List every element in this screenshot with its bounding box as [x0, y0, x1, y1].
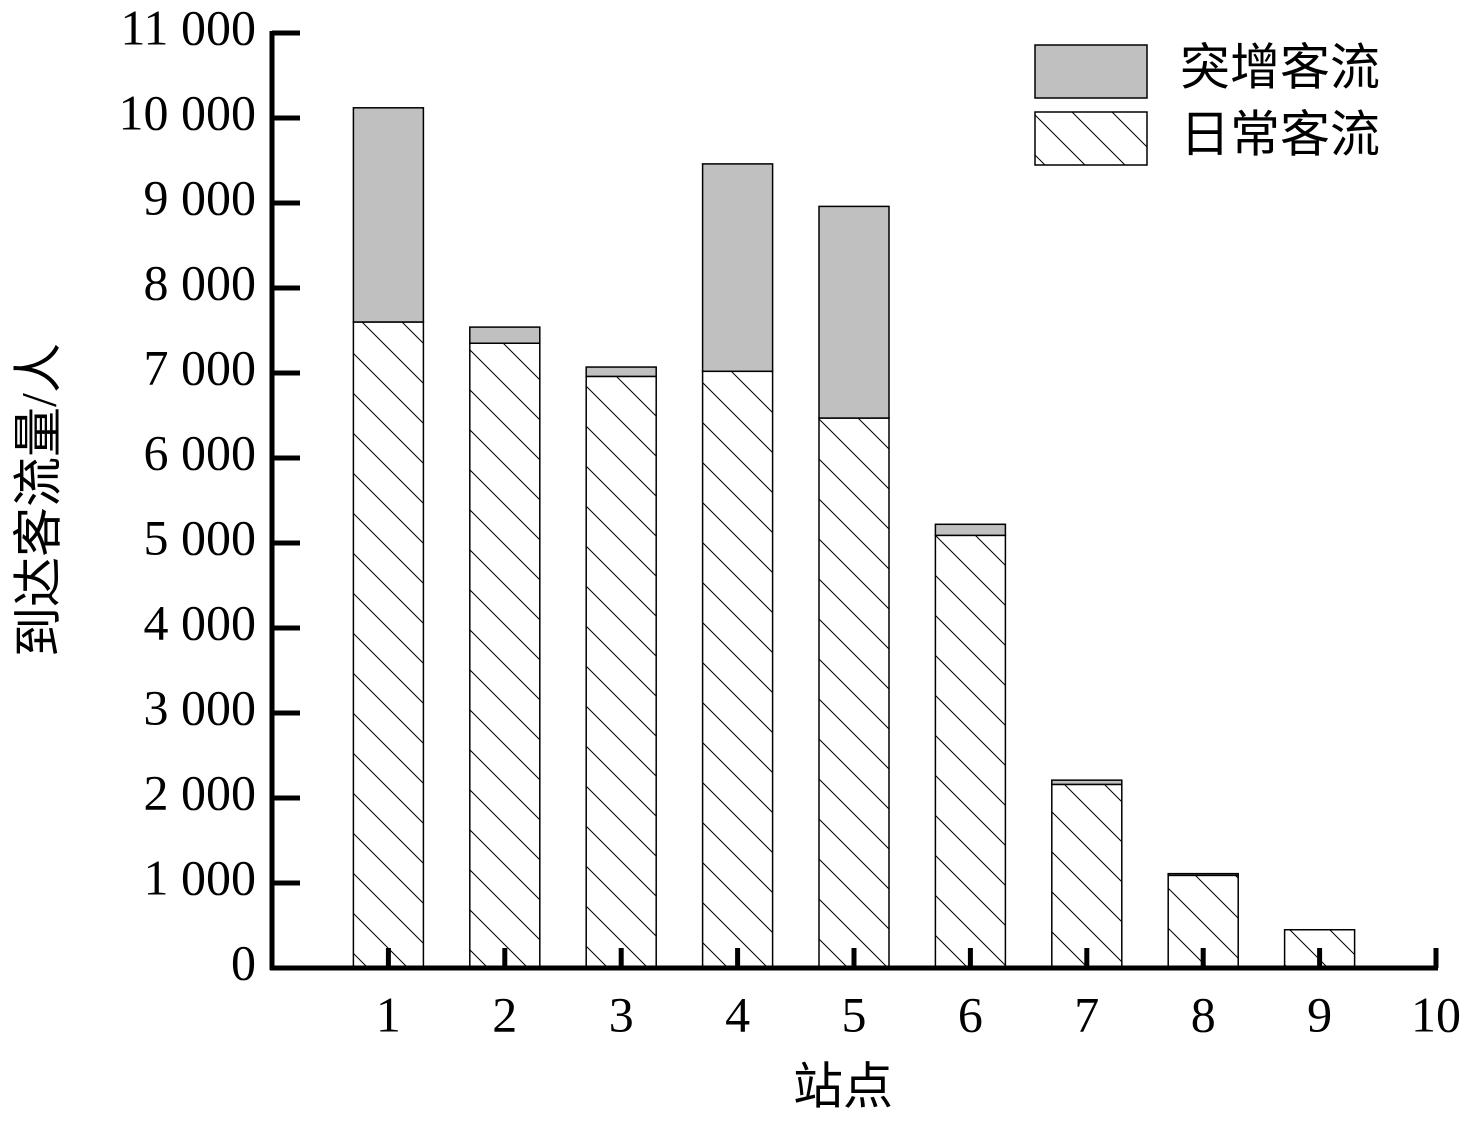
x-tick-label: 1	[376, 986, 401, 1042]
y-tick-label: 11 000	[120, 0, 256, 55]
y-tick-label: 0	[231, 934, 256, 990]
legend-label: 突增客流	[1180, 39, 1380, 95]
x-tick-label: 2	[492, 986, 517, 1042]
y-tick-label: 6 000	[144, 424, 257, 480]
bar-segment	[1051, 783, 1123, 969]
x-tick-label: 10	[1411, 986, 1461, 1042]
bar-segment	[585, 366, 657, 378]
legend-swatch	[1034, 111, 1148, 166]
bar-segment	[934, 523, 1007, 537]
x-tick-label: 5	[842, 986, 867, 1042]
x-tick-label: 7	[1074, 986, 1099, 1042]
bar-segment	[1167, 872, 1239, 877]
y-tick-label: 5 000	[144, 509, 257, 565]
bar-segment	[1051, 779, 1123, 786]
bar-segment	[352, 321, 425, 969]
legend-label: 日常客流	[1180, 106, 1380, 162]
x-tick-label: 9	[1307, 986, 1332, 1042]
x-axis-label: 站点	[793, 1058, 893, 1114]
y-tick-label: 1 000	[144, 849, 257, 905]
y-tick-label: 7 000	[144, 339, 257, 395]
legend-swatch	[1034, 44, 1148, 99]
x-tick-label: 3	[609, 986, 634, 1042]
y-tick-label: 9 000	[144, 169, 257, 225]
bar-segment	[469, 342, 541, 969]
bar-segment	[934, 534, 1007, 969]
x-tick-label: 8	[1191, 986, 1216, 1042]
y-tick-label: 2 000	[144, 764, 257, 820]
bar-segment	[352, 107, 425, 323]
bar-segment	[585, 375, 657, 969]
y-tick-label: 10 000	[119, 84, 257, 140]
x-tick-label: 4	[725, 986, 750, 1042]
bar-segment	[469, 326, 541, 345]
bar-segment	[701, 163, 774, 373]
y-tick-label: 8 000	[144, 254, 257, 310]
x-tick-label: 6	[958, 986, 983, 1042]
y-tick-label: 3 000	[144, 679, 257, 735]
bar-segment	[701, 370, 774, 969]
bar-segment	[818, 205, 890, 419]
y-axis-label: 到达客流量/人	[10, 343, 66, 657]
bar-segment	[818, 417, 890, 969]
y-tick-label: 4 000	[144, 594, 257, 650]
